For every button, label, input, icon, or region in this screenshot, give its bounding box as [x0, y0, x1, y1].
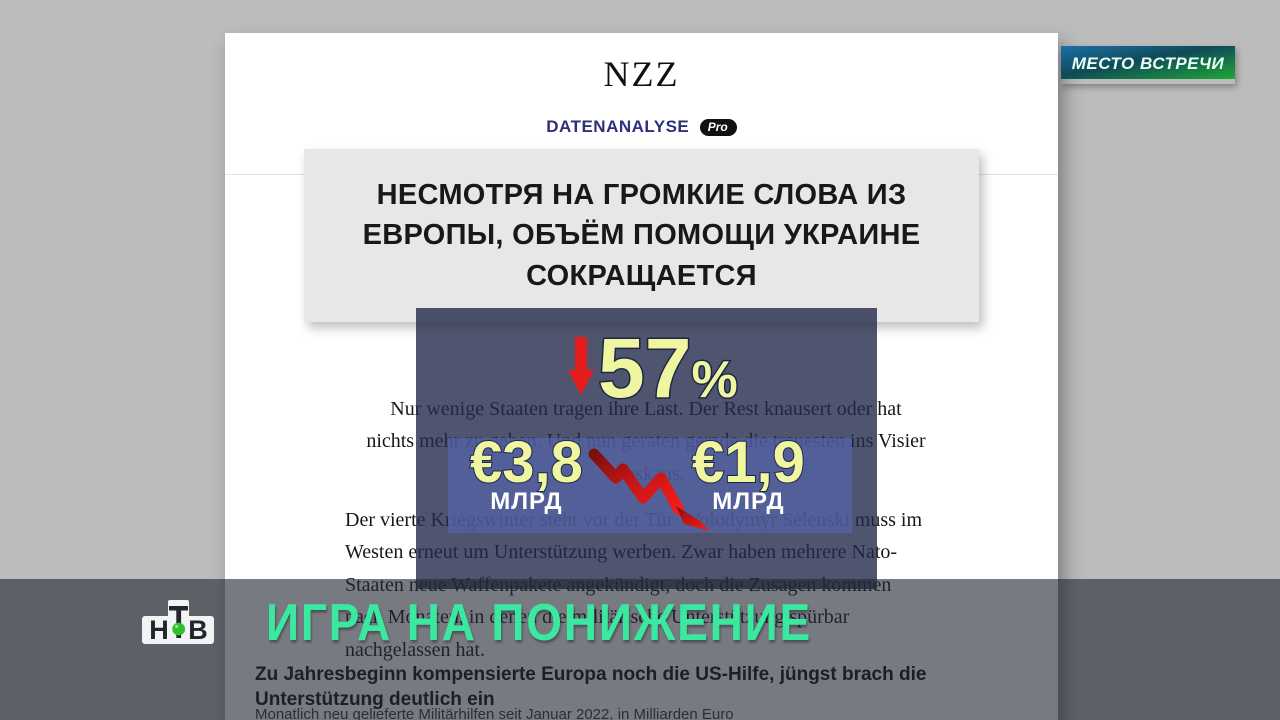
svg-text:B: B — [188, 615, 208, 645]
svg-text:H: H — [149, 615, 169, 645]
svg-text:МЕСТО ВСТРЕЧИ: МЕСТО ВСТРЕЧИ — [1072, 54, 1225, 73]
